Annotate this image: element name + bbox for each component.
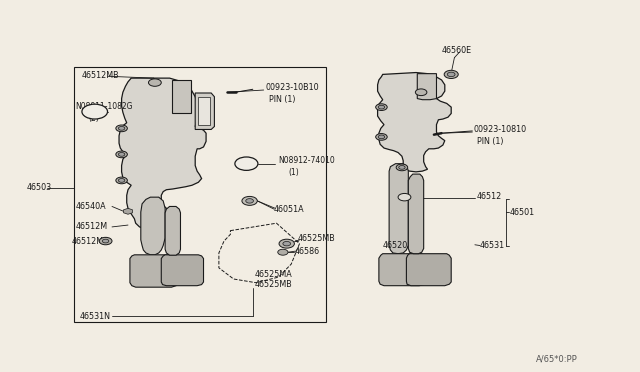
Text: 46525MB: 46525MB xyxy=(255,280,292,289)
Circle shape xyxy=(283,241,291,246)
Circle shape xyxy=(246,199,253,203)
Polygon shape xyxy=(408,174,424,254)
Polygon shape xyxy=(161,255,204,286)
Circle shape xyxy=(447,72,455,77)
Circle shape xyxy=(278,249,288,255)
Text: N08912-74010: N08912-74010 xyxy=(278,156,335,165)
Circle shape xyxy=(242,196,257,205)
Text: 46501: 46501 xyxy=(509,208,534,217)
Circle shape xyxy=(116,177,127,184)
Polygon shape xyxy=(124,208,132,214)
Polygon shape xyxy=(406,254,451,286)
Circle shape xyxy=(118,126,125,130)
Circle shape xyxy=(238,159,255,169)
Polygon shape xyxy=(141,197,165,255)
Text: N: N xyxy=(92,107,98,116)
Circle shape xyxy=(148,79,161,86)
Circle shape xyxy=(118,153,125,156)
Circle shape xyxy=(399,166,405,169)
Circle shape xyxy=(378,105,385,109)
Text: 46512M: 46512M xyxy=(76,222,108,231)
Text: 46503: 46503 xyxy=(27,183,52,192)
Circle shape xyxy=(118,179,125,182)
Text: 46586: 46586 xyxy=(294,247,319,256)
Circle shape xyxy=(444,70,458,78)
Text: 46512MA: 46512MA xyxy=(72,237,109,246)
Circle shape xyxy=(116,151,127,158)
Polygon shape xyxy=(195,93,214,129)
Circle shape xyxy=(376,134,387,140)
Circle shape xyxy=(82,104,108,119)
Text: (2): (2) xyxy=(88,114,99,123)
Text: 46540A: 46540A xyxy=(76,202,106,211)
Text: (1): (1) xyxy=(288,169,299,177)
Polygon shape xyxy=(198,97,210,125)
Circle shape xyxy=(242,161,251,166)
Circle shape xyxy=(378,135,385,139)
Text: 46520A: 46520A xyxy=(383,241,413,250)
Polygon shape xyxy=(165,206,180,255)
Circle shape xyxy=(415,89,427,96)
Text: 46525MB: 46525MB xyxy=(298,234,335,243)
Text: N08911-1082G: N08911-1082G xyxy=(76,102,133,110)
Circle shape xyxy=(235,157,258,170)
Text: PIN (1): PIN (1) xyxy=(269,95,295,104)
Circle shape xyxy=(116,125,127,132)
Polygon shape xyxy=(389,164,408,254)
Circle shape xyxy=(99,237,112,245)
Polygon shape xyxy=(379,254,426,286)
Text: A/65*0:PP: A/65*0:PP xyxy=(536,355,578,363)
Text: 46051A: 46051A xyxy=(274,205,305,214)
Text: PIN (1): PIN (1) xyxy=(477,137,503,146)
Text: 00923-10B10: 00923-10B10 xyxy=(266,83,319,92)
Text: 46512: 46512 xyxy=(477,192,502,201)
Polygon shape xyxy=(417,74,436,100)
Polygon shape xyxy=(172,80,191,113)
Text: 46531N: 46531N xyxy=(80,312,111,321)
Text: 46525MA: 46525MA xyxy=(255,270,292,279)
Text: 46560E: 46560E xyxy=(442,46,472,55)
Circle shape xyxy=(398,193,411,201)
Circle shape xyxy=(279,239,294,248)
Polygon shape xyxy=(378,73,451,172)
Polygon shape xyxy=(119,78,206,230)
Text: 46512MB: 46512MB xyxy=(82,71,120,80)
Circle shape xyxy=(396,164,408,171)
Polygon shape xyxy=(130,255,178,287)
Circle shape xyxy=(102,239,109,243)
Text: 00923-10810: 00923-10810 xyxy=(474,125,527,134)
Text: 46531: 46531 xyxy=(480,241,505,250)
Circle shape xyxy=(376,104,387,110)
Text: N: N xyxy=(243,159,250,168)
